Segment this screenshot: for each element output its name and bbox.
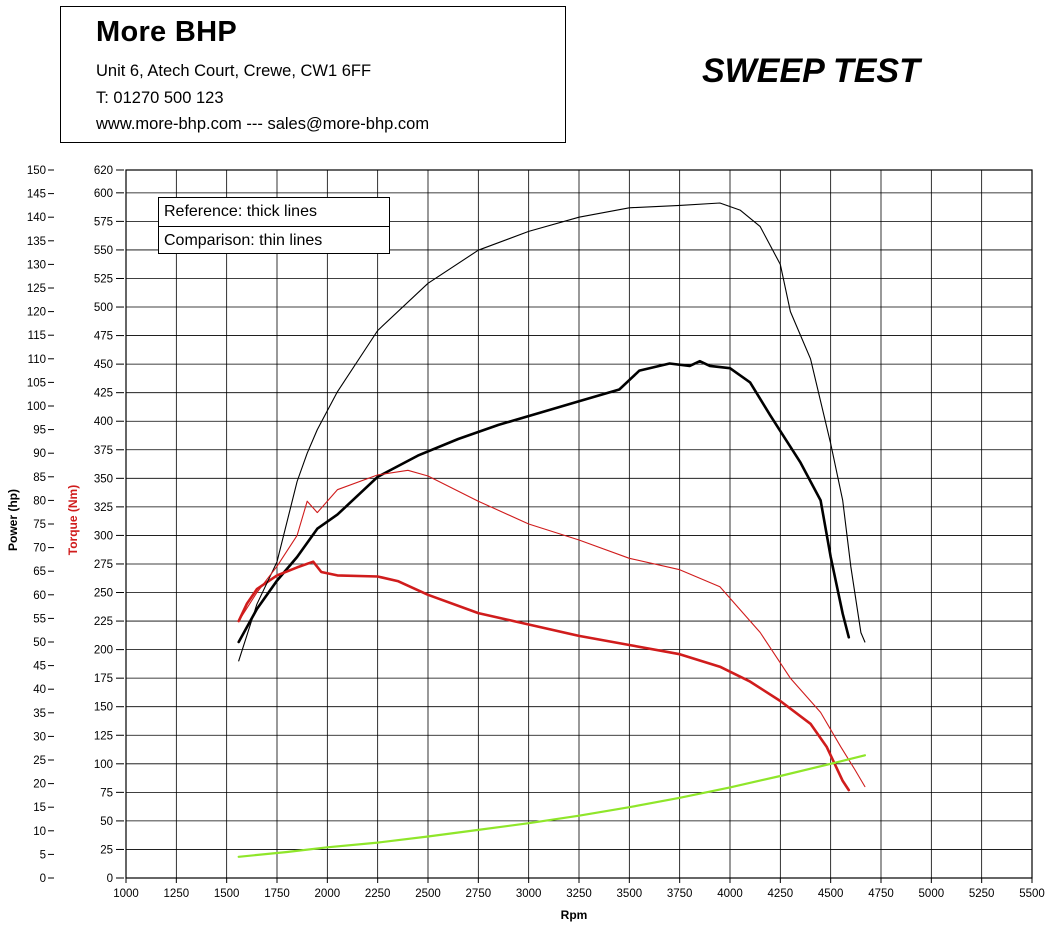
series-thin-speed-line — [237, 754, 867, 858]
x-tick-label: 3000 — [516, 888, 542, 900]
x-tick-label: 2500 — [415, 888, 441, 900]
power-tick-label: 85 — [33, 472, 46, 484]
torque-tick-label: 375 — [94, 445, 113, 457]
torque-tick-label: 275 — [94, 559, 113, 571]
legend-comparison: Comparison: thin lines — [159, 226, 389, 254]
x-tick-label: 1750 — [264, 888, 290, 900]
grid — [125, 169, 1033, 879]
power-tick-label: 150 — [27, 165, 46, 177]
torque-tick-label: 100 — [94, 759, 113, 771]
torque-tick-label: 250 — [94, 588, 113, 600]
x-tick-label: 4750 — [868, 888, 894, 900]
torque-tick-label: 75 — [100, 787, 113, 799]
torque-tick-label: 325 — [94, 502, 113, 514]
power-tick-label: 110 — [28, 354, 46, 366]
torque-tick-label: 475 — [94, 331, 113, 343]
torque-tick-label: 425 — [94, 388, 113, 400]
torque-tick-label: 25 — [100, 844, 113, 856]
x-tick-label: 1250 — [164, 888, 190, 900]
torque-tick-label: 550 — [94, 245, 113, 257]
torque-tick-label: 150 — [94, 702, 113, 714]
power-tick-label: 60 — [33, 590, 46, 602]
company-contact: www.more-bhp.com --- sales@more-bhp.com — [96, 115, 430, 133]
power-tick-label: 35 — [33, 708, 46, 720]
torque-tick-label: 175 — [94, 673, 113, 685]
torque-tick-label: 450 — [94, 359, 113, 371]
series-thin-torque-line — [238, 469, 866, 788]
power-tick-label: 120 — [27, 307, 46, 319]
torque-tick-label: 350 — [94, 473, 113, 485]
x-tick-label: 4000 — [717, 888, 743, 900]
torque-tick-label: 225 — [94, 616, 113, 628]
x-tick-label: 3750 — [667, 888, 693, 900]
torque-tick-label: 620 — [94, 165, 113, 177]
legend-reference: Reference: thick lines — [164, 203, 317, 220]
power-tick-label: 125 — [27, 283, 46, 295]
torque-tick-label: 125 — [94, 730, 113, 742]
torque-tick-label: 0 — [107, 873, 113, 885]
company-header: More BHP Unit 6, Atech Court, Crewe, CW1… — [60, 6, 566, 143]
x-tick-label: 1500 — [214, 888, 240, 900]
power-tick-label: 130 — [27, 259, 46, 271]
company-address: Unit 6, Atech Court, Crewe, CW1 6FF — [96, 62, 372, 80]
x-tick-label: 5500 — [1019, 888, 1045, 900]
power-tick-label: 100 — [27, 401, 46, 413]
torque-tick-label: 200 — [94, 645, 113, 657]
y-axis-label-torque: Torque (Nm) — [66, 485, 80, 555]
series — [237, 202, 867, 858]
power-tick-label: 80 — [33, 495, 46, 507]
power-tick-label: 30 — [33, 731, 46, 743]
power-tick-label: 5 — [40, 849, 46, 861]
power-tick-label: 65 — [33, 566, 46, 578]
power-tick-label: 95 — [33, 425, 46, 437]
power-tick-label: 145 — [27, 189, 46, 201]
axes: 1000 1250 1500 1750 2000 2250 2500 2750 3000 3250… — [27, 165, 1045, 900]
torque-tick-label: 525 — [94, 273, 113, 285]
power-tick-label: 40 — [33, 684, 46, 696]
x-tick-label: 1000 — [113, 888, 139, 900]
x-tick-label: 4250 — [768, 888, 794, 900]
x-tick-label: 5250 — [969, 888, 995, 900]
x-tick-label: 2750 — [466, 888, 492, 900]
power-tick-label: 50 — [33, 637, 46, 649]
torque-tick-label: 50 — [100, 816, 113, 828]
x-tick-label: 3500 — [617, 888, 643, 900]
power-tick-label: 20 — [33, 779, 46, 791]
legend: Reference: thick lines Comparison: thin … — [158, 197, 390, 254]
torque-tick-label: 400 — [94, 416, 113, 428]
x-tick-label: 2000 — [315, 888, 341, 900]
power-tick-label: 90 — [33, 448, 46, 460]
y-axis-label-power: Power (hp) — [6, 489, 20, 551]
power-tick-label: 115 — [28, 330, 46, 342]
power-tick-label: 55 — [33, 613, 46, 625]
power-tick-label: 0 — [40, 873, 46, 885]
power-tick-label: 25 — [33, 755, 46, 767]
power-tick-label: 135 — [27, 236, 46, 248]
torque-tick-label: 600 — [94, 188, 113, 200]
power-tick-label: 45 — [33, 661, 46, 673]
series-thick-torque-line — [237, 560, 851, 792]
x-tick-label: 4500 — [818, 888, 844, 900]
x-tick-label: 3250 — [566, 888, 592, 900]
torque-tick-label: 575 — [94, 216, 113, 228]
torque-tick-label: 300 — [94, 530, 113, 542]
power-tick-label: 75 — [33, 519, 46, 531]
power-tick-label: 140 — [27, 212, 46, 224]
x-tick-label: 5000 — [919, 888, 945, 900]
x-axis-label: Rpm — [561, 908, 588, 922]
power-tick-label: 70 — [33, 543, 46, 555]
power-tick-label: 10 — [33, 826, 46, 838]
company-name: More BHP — [96, 16, 237, 48]
company-phone: T: 01270 500 123 — [96, 89, 224, 107]
series-thin-power-line — [238, 202, 866, 662]
power-tick-label: 105 — [27, 377, 46, 389]
torque-tick-label: 500 — [94, 302, 113, 314]
power-tick-label: 15 — [33, 802, 46, 814]
series-thick-power-line — [237, 359, 851, 644]
x-tick-label: 2250 — [365, 888, 391, 900]
test-title: SWEEP TEST — [702, 52, 920, 90]
